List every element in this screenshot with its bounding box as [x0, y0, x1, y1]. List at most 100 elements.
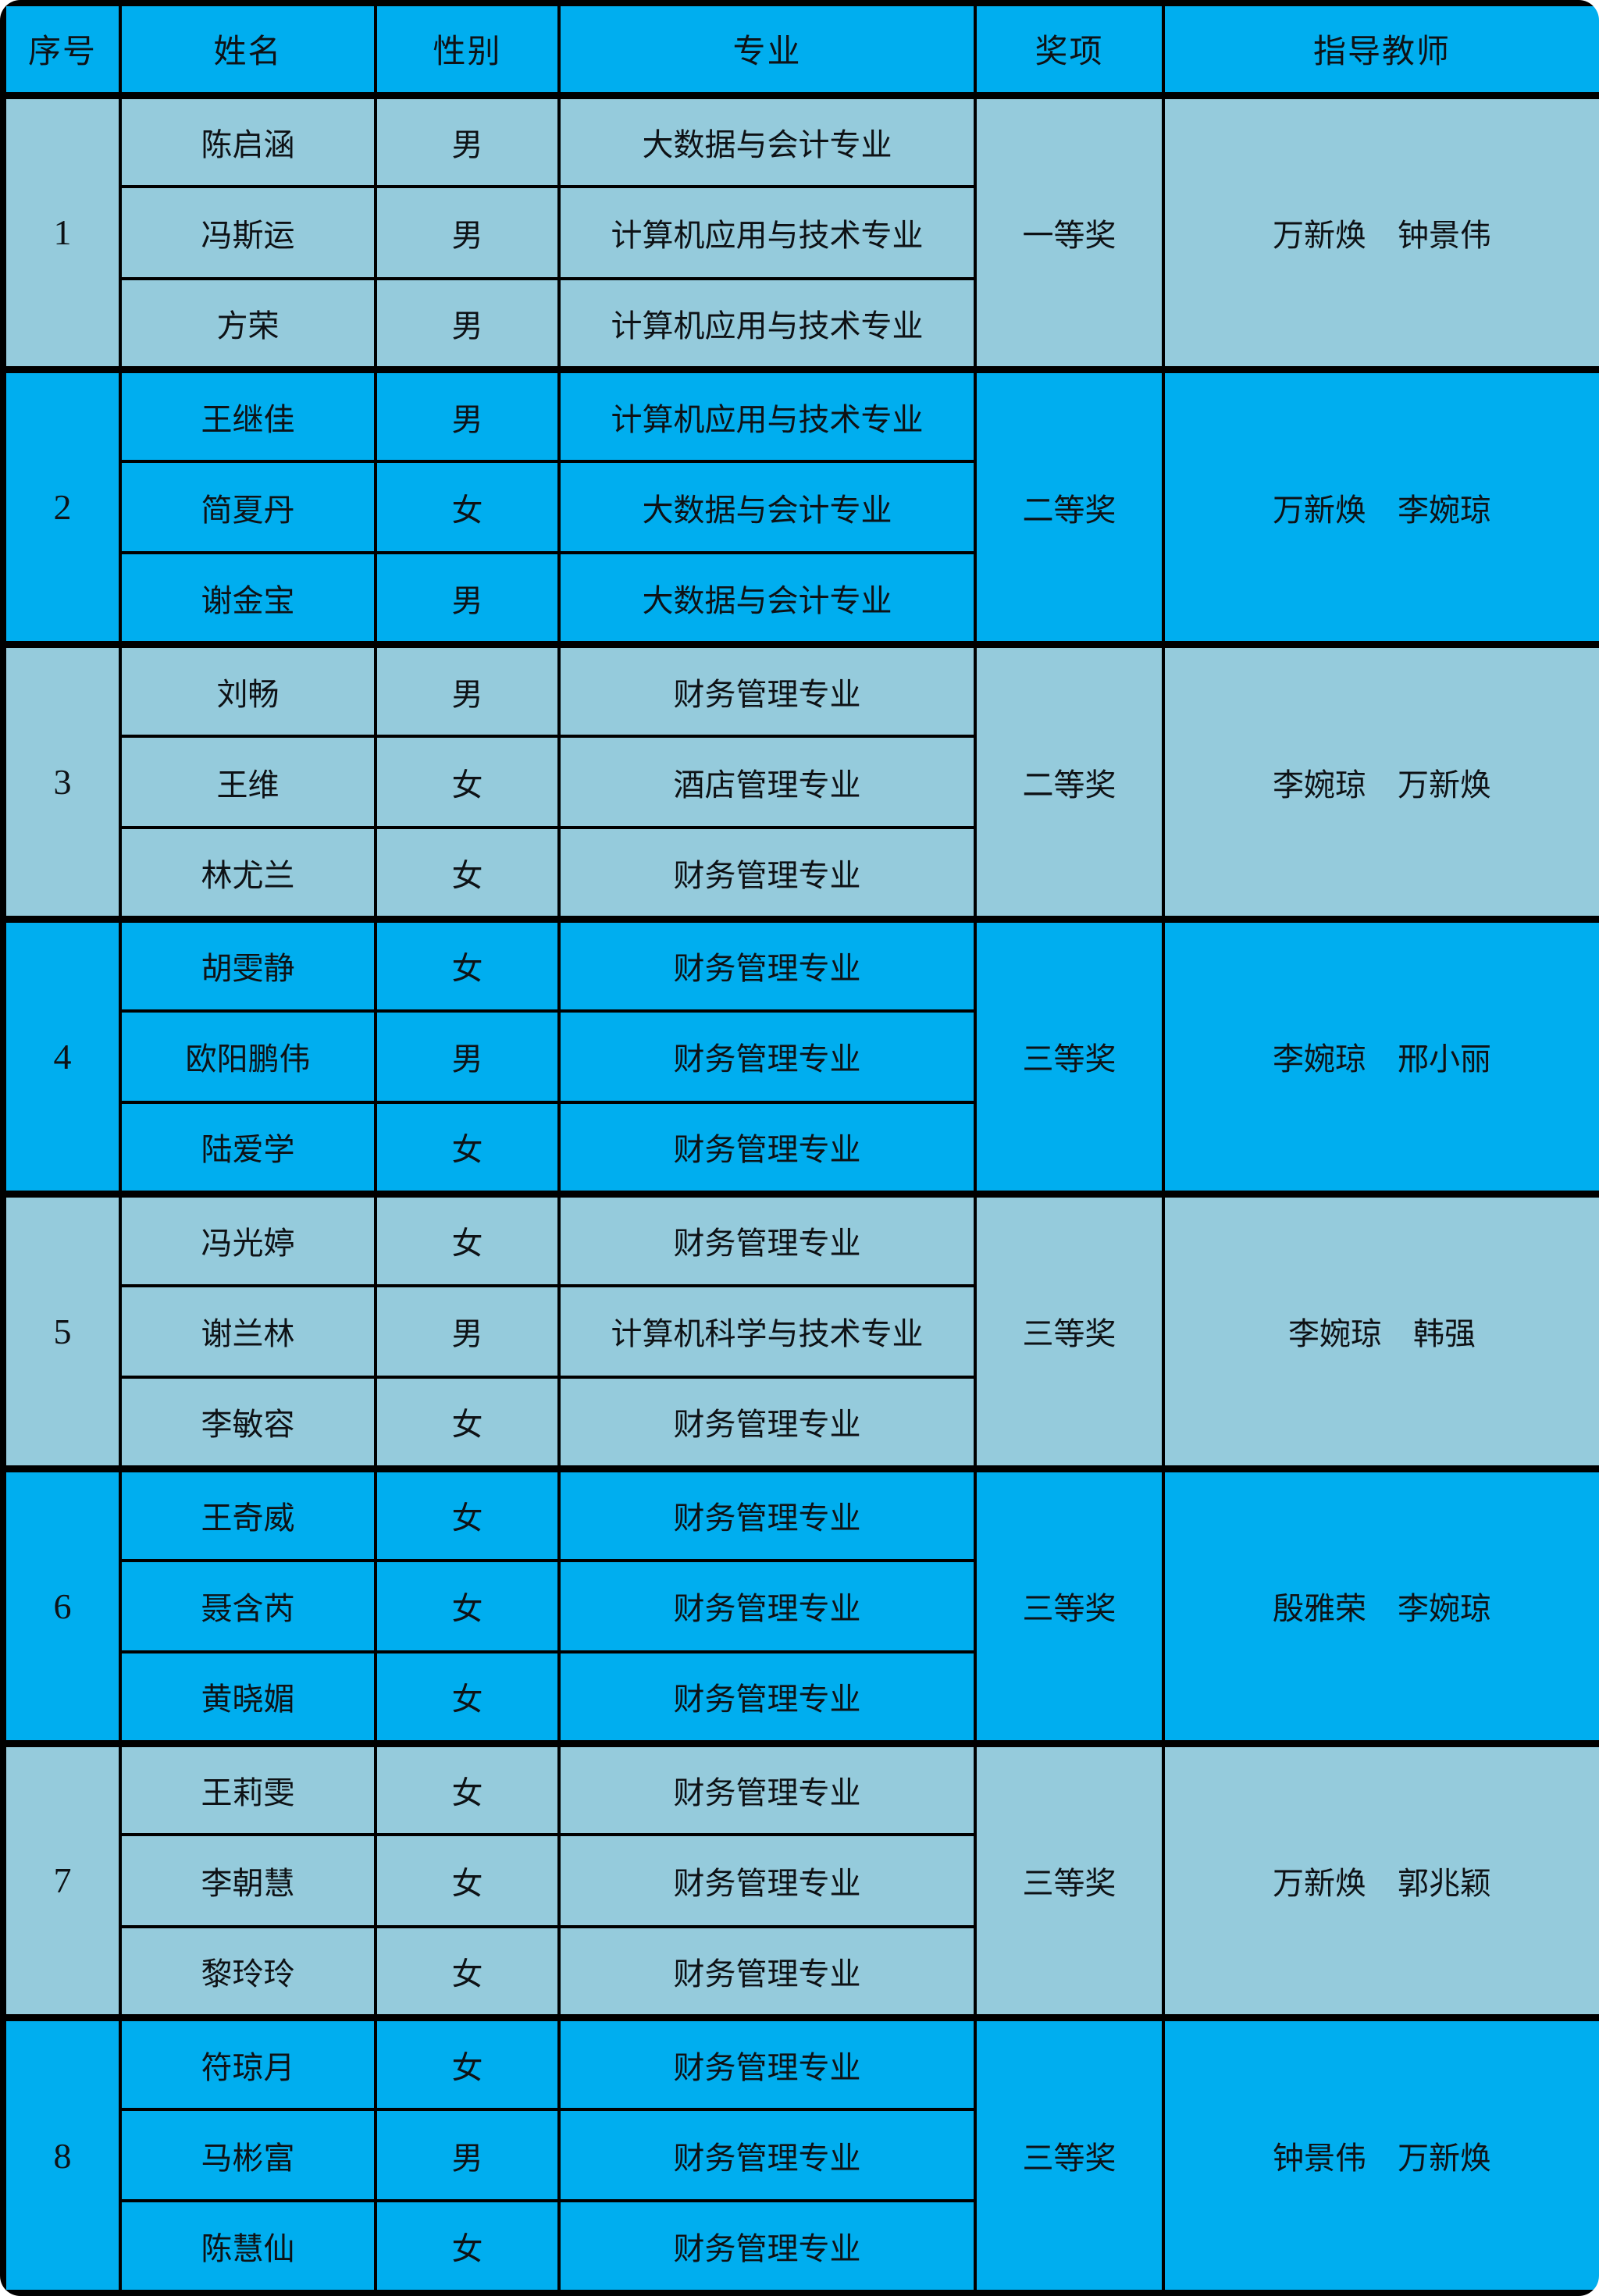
table-row: 1 陈启涵男大数据与会计专业 一等奖 万新焕 钟景伟	[2, 91, 1599, 372]
award-table-body: 1 陈启涵男大数据与会计专业 一等奖 万新焕 钟景伟 冯斯运男计算机应用与技术专业 方荣男…	[2, 91, 1599, 2295]
student-major-cell: 财务管理专业	[557, 1101, 977, 1196]
student-gender-cell: 女	[374, 1833, 561, 1928]
student-name-cell: 陈慧仙	[119, 2199, 377, 2294]
student-gender-cell: 女	[374, 1650, 561, 1746]
student-name-cell: 刘畅	[119, 641, 377, 738]
table-row: 3 刘畅男财务管理专业 二等奖 李婉琼 万新焕	[2, 641, 1599, 921]
student-gender-cell: 男	[374, 1009, 561, 1105]
student-major-cell: 财务管理专业	[557, 1190, 977, 1287]
teachers-cell: 万新焕 钟景伟	[1162, 91, 1599, 372]
student-gender-cell: 男	[374, 91, 561, 189]
table-row: 2 王继佳男计算机应用与技术专业 二等奖 万新焕 李婉琼	[2, 366, 1599, 646]
student-major-cell: 财务管理专业	[557, 641, 977, 738]
table-row: 黄晓媚女财务管理专业	[3, 1650, 1599, 1746]
award-cell: 三等奖	[974, 1190, 1165, 1471]
student-name-cell: 王莉雯	[119, 1739, 377, 1837]
student-name-cell: 陆爱学	[119, 1101, 377, 1196]
table-row: 李敏容女财务管理专业	[3, 1375, 1599, 1471]
student-name-cell: 冯斯运	[119, 185, 377, 280]
student-gender-cell: 女	[374, 1375, 561, 1471]
award-cell: 一等奖	[974, 91, 1165, 372]
teachers-cell: 万新焕 李婉琼	[1162, 366, 1599, 646]
student-major-cell: 财务管理专业	[557, 1650, 977, 1746]
student-name-cell: 方荣	[119, 276, 377, 372]
student-gender-cell: 女	[374, 2014, 561, 2112]
teachers-cell: 殷雅荣 李婉琼	[1162, 1465, 1599, 1746]
student-major-cell: 酒店管理专业	[557, 734, 977, 830]
student-name-cell: 陈启涵	[119, 91, 377, 189]
student-name-cell: 王维	[119, 734, 377, 830]
column-header-name: 姓名	[119, 2, 377, 99]
student-gender-cell: 女	[374, 916, 561, 1013]
student-gender-cell: 男	[374, 185, 561, 280]
student-major-cell: 财务管理专业	[557, 1833, 977, 1928]
student-major-cell: 财务管理专业	[557, 1009, 977, 1105]
student-major-cell: 财务管理专业	[557, 1924, 977, 2020]
teachers-cell: 李婉琼 万新焕	[1162, 641, 1599, 921]
student-major-cell: 财务管理专业	[557, 1558, 977, 1653]
student-major-cell: 财务管理专业	[557, 1375, 977, 1471]
teachers-cell: 万新焕 郭兆颖	[1162, 1739, 1599, 2020]
student-name-cell: 林尤兰	[119, 826, 377, 921]
student-gender-cell: 男	[374, 366, 561, 464]
teachers-cell: 李婉琼 韩强	[1162, 1190, 1599, 1471]
index-cell: 2	[2, 366, 122, 646]
student-gender-cell: 女	[374, 826, 561, 921]
index-cell: 7	[2, 1739, 122, 2020]
student-major-cell: 财务管理专业	[557, 2014, 977, 2112]
award-cell: 三等奖	[974, 916, 1165, 1196]
student-gender-cell: 女	[374, 460, 561, 555]
student-name-cell: 胡雯静	[119, 916, 377, 1013]
student-name-cell: 符琼月	[119, 2014, 377, 2112]
student-name-cell: 欧阳鹏伟	[119, 1009, 377, 1105]
student-gender-cell: 男	[374, 276, 561, 372]
table-row: 马彬富男财务管理专业	[3, 2108, 1599, 2203]
student-major-cell: 财务管理专业	[557, 1465, 977, 1562]
teachers-cell: 钟景伟 万新焕	[1162, 2014, 1599, 2295]
student-major-cell: 计算机应用与技术专业	[557, 366, 977, 464]
student-gender-cell: 女	[374, 1101, 561, 1196]
student-gender-cell: 男	[374, 2108, 561, 2203]
student-major-cell: 大数据与会计专业	[557, 551, 977, 646]
student-major-cell: 财务管理专业	[557, 2108, 977, 2203]
student-major-cell: 大数据与会计专业	[557, 91, 977, 189]
student-major-cell: 财务管理专业	[557, 826, 977, 921]
student-name-cell: 谢兰林	[119, 1283, 377, 1379]
student-name-cell: 黄晓媚	[119, 1650, 377, 1746]
table-row: 6 王奇威女财务管理专业 三等奖 殷雅荣 李婉琼	[2, 1465, 1599, 1746]
table-row: 聂含芮女财务管理专业	[3, 1558, 1599, 1653]
column-header-index: 序号	[2, 2, 122, 99]
student-name-cell: 简夏丹	[119, 460, 377, 555]
table-row: 李朝慧女财务管理专业	[3, 1833, 1599, 1928]
table-row: 黎玲玲女财务管理专业	[3, 1924, 1599, 2020]
student-gender-cell: 男	[374, 641, 561, 738]
student-name-cell: 王继佳	[119, 366, 377, 464]
student-gender-cell: 女	[374, 1190, 561, 1287]
table-row: 7 王莉雯女财务管理专业 三等奖 万新焕 郭兆颖	[2, 1739, 1599, 2020]
student-gender-cell: 女	[374, 1558, 561, 1653]
table-row: 简夏丹女大数据与会计专业	[3, 460, 1599, 555]
table-row: 陆爱学女财务管理专业	[3, 1101, 1599, 1196]
table-row: 谢金宝男大数据与会计专业	[3, 551, 1599, 646]
teachers-cell: 李婉琼 邢小丽	[1162, 916, 1599, 1196]
student-gender-cell: 女	[374, 1924, 561, 2020]
student-gender-cell: 女	[374, 2199, 561, 2294]
table-row: 4 胡雯静女财务管理专业 三等奖 李婉琼 邢小丽	[2, 916, 1599, 1196]
column-header-major: 专业	[557, 2, 977, 99]
column-header-award: 奖项	[974, 2, 1165, 99]
table-row: 冯斯运男计算机应用与技术专业	[3, 185, 1599, 280]
student-major-cell: 财务管理专业	[557, 916, 977, 1013]
header-row: 序号 姓名 性别 专业 奖项 指导教师	[2, 2, 1599, 99]
student-major-cell: 计算机应用与技术专业	[557, 185, 977, 280]
index-cell: 4	[2, 916, 122, 1196]
student-gender-cell: 女	[374, 1465, 561, 1562]
student-major-cell: 计算机科学与技术专业	[557, 1283, 977, 1379]
student-major-cell: 大数据与会计专业	[557, 460, 977, 555]
student-name-cell: 马彬富	[119, 2108, 377, 2203]
student-name-cell: 黎玲玲	[119, 1924, 377, 2020]
student-name-cell: 谢金宝	[119, 551, 377, 646]
column-header-teachers: 指导教师	[1162, 2, 1599, 99]
